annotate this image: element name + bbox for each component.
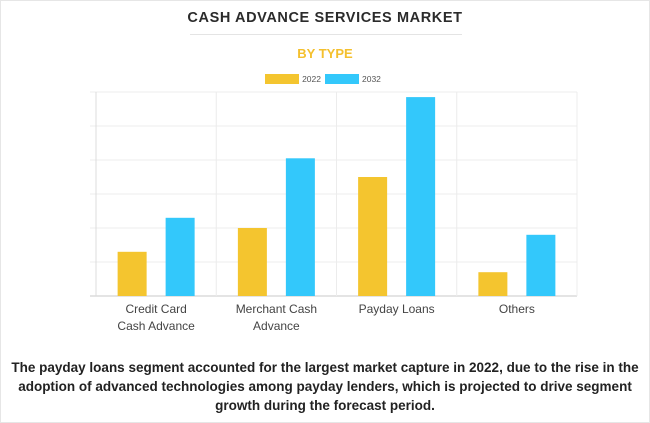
bar-2022 bbox=[117, 251, 147, 296]
bar-2032 bbox=[526, 234, 556, 296]
bar-2022 bbox=[478, 272, 508, 296]
x-tick-label: Others bbox=[499, 302, 535, 316]
legend: 2022 2032 bbox=[0, 72, 650, 86]
chart-title: CASH ADVANCE SERVICES MARKET bbox=[187, 10, 463, 26]
legend-label-2022: 2022 bbox=[302, 74, 321, 84]
legend-item-2032: 2032 bbox=[325, 74, 381, 84]
chart-subtitle: BY TYPE bbox=[297, 46, 353, 61]
chart-caption: The payday loans segment accounted for t… bbox=[11, 360, 639, 413]
bar-2022 bbox=[358, 177, 388, 296]
x-tick-label: Credit Card Cash Advance bbox=[117, 302, 195, 333]
bar-2032 bbox=[406, 97, 436, 296]
bar-2022 bbox=[237, 228, 267, 296]
title-divider bbox=[190, 34, 462, 35]
x-tick-label: Merchant Cash Advance bbox=[236, 302, 317, 333]
legend-swatch-2032 bbox=[325, 74, 359, 84]
x-tick-label: Payday Loans bbox=[359, 302, 435, 316]
legend-label-2032: 2032 bbox=[362, 74, 381, 84]
bar-2032 bbox=[285, 158, 315, 296]
legend-swatch-2022 bbox=[265, 74, 300, 84]
bar-2032 bbox=[165, 217, 195, 296]
bar-chart: Credit Card Cash Advance Merchant Cash Adva… bbox=[90, 91, 578, 333]
legend-item-2022: 2022 bbox=[265, 74, 321, 84]
